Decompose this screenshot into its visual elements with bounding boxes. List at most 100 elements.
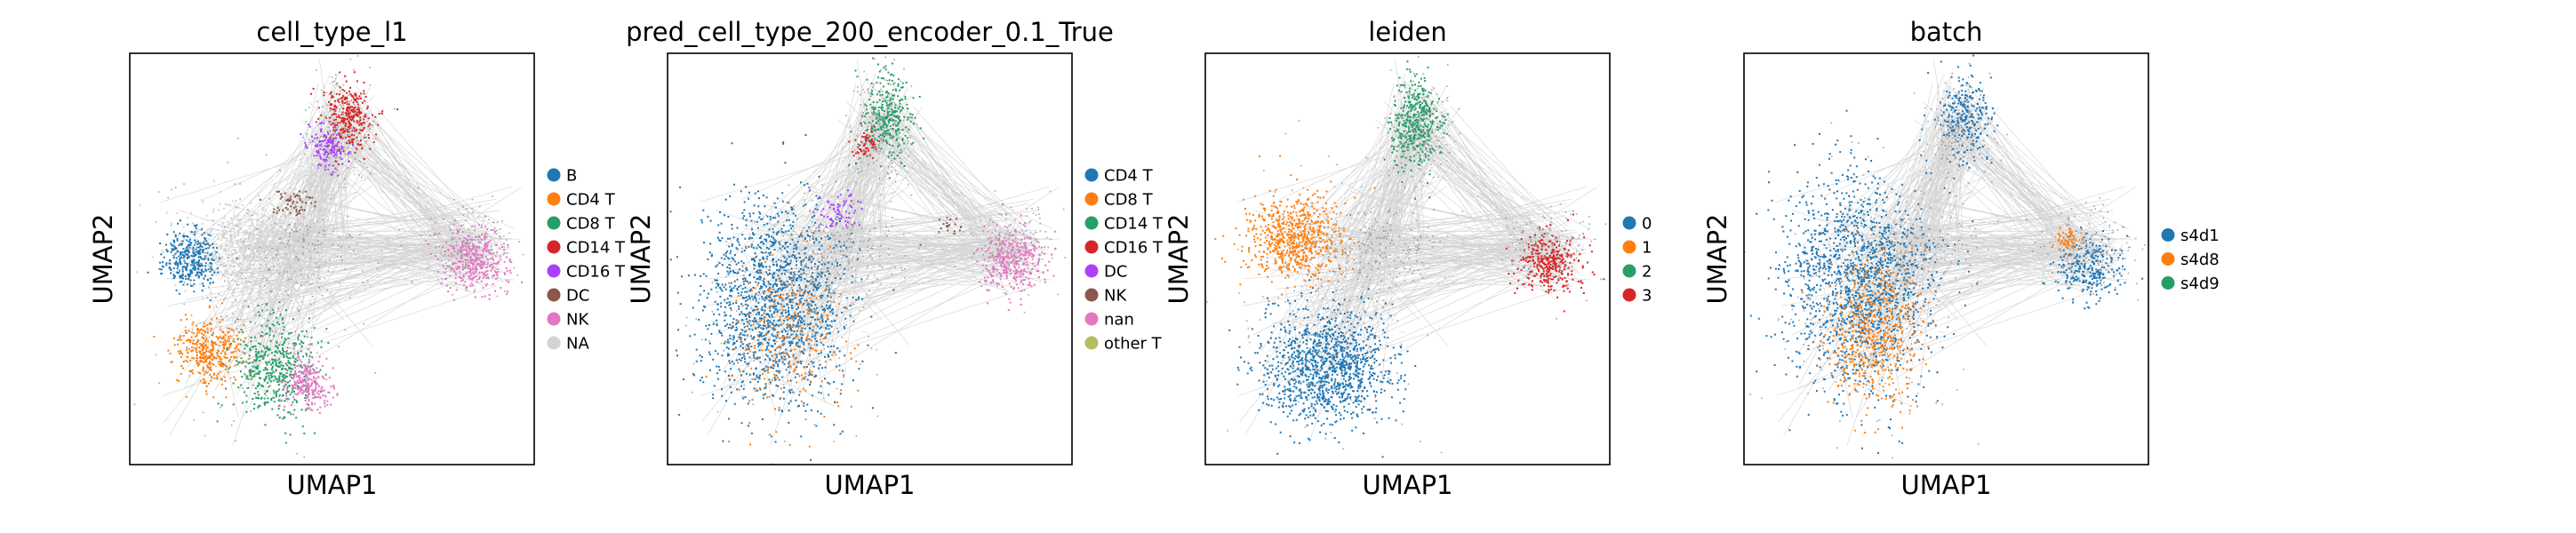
umap-panel-3: leiden UMAP1 UMAP2 0 1 2 3: [1164, 17, 1652, 500]
legend-item: CD4 T: [547, 191, 616, 210]
point-cloud-dc: [808, 187, 863, 229]
panel-title: batch: [1910, 17, 1983, 47]
legend-item: B: [547, 167, 577, 186]
legend-marker: [547, 288, 561, 302]
point-cloud-nan: [975, 203, 1056, 311]
legend-marker: [1084, 264, 1099, 278]
legend-marker: [1084, 168, 1099, 182]
legend-label: NA: [566, 335, 589, 354]
background-points: [1744, 62, 2146, 459]
x-axis-label: UMAP1: [1900, 470, 1991, 500]
legend-item: 1: [1622, 239, 1652, 258]
legend-marker: [1622, 240, 1636, 254]
legend-label: CD16 T: [566, 263, 626, 282]
plot-area: [133, 55, 524, 465]
legend-marker: [1084, 240, 1099, 254]
plot-area: [668, 56, 1072, 465]
legend-item: NK: [1084, 287, 1127, 306]
point-cloud-s4d1: [2042, 226, 2144, 310]
legend-marker: [1084, 288, 1099, 302]
legend-label: CD8 T: [1104, 191, 1154, 210]
legend-item: CD8 T: [547, 215, 616, 234]
legend-marker: [1084, 192, 1099, 206]
legend-marker: [547, 168, 561, 182]
legend-marker: [547, 240, 561, 254]
legend-item: other T: [1084, 335, 1163, 354]
legend-label: NK: [1104, 287, 1127, 306]
legend-item: 3: [1622, 287, 1652, 306]
umap-panel-2: pred_cell_type_200_encoder_0.1_True UMAP1…: [626, 17, 1164, 500]
legend-marker: [547, 336, 561, 350]
knn-edges: [699, 59, 1060, 446]
legend-label: s4d1: [2180, 227, 2220, 245]
axes-frame: [1743, 52, 2149, 465]
legend-label: 3: [1642, 287, 1652, 306]
legend-item: nan: [1084, 311, 1134, 330]
legend-marker: [547, 216, 561, 230]
point-cloud-3: [1505, 213, 1605, 313]
legend: 0 1 2 3: [1622, 215, 1652, 306]
legend-item: 2: [1622, 263, 1652, 282]
x-axis-label: UMAP1: [1362, 470, 1452, 500]
umap-panel-1: cell_type_l1 UMAP1 UMAP2 B CD4 T CD8 T CD14 T C…: [88, 17, 626, 500]
legend-item: CD16 T: [1084, 239, 1164, 258]
panel-title: pred_cell_type_200_encoder_0.1_True: [626, 17, 1114, 47]
point-cloud-dc: [259, 190, 316, 217]
legend: CD4 T CD8 T CD14 T CD16 T DC NK nan other T: [1084, 167, 1164, 354]
legend: B CD4 T CD8 T CD14 T CD16 T DC NK NA: [547, 167, 626, 354]
legend-label: s4d8: [2180, 251, 2220, 269]
point-cloud-1: [1214, 155, 1376, 302]
legend-item: CD8 T: [1084, 191, 1154, 210]
legend-item: 0: [1622, 215, 1652, 234]
legend-label: 0: [1642, 215, 1652, 234]
point-cloud-cd4-t: [153, 302, 264, 399]
knn-edges: [1775, 59, 2136, 446]
legend-label: CD4 T: [1104, 167, 1154, 186]
legend-marker: [2161, 276, 2175, 290]
point-cloud-s4d1: [1749, 109, 1979, 454]
legend-marker: [2161, 252, 2175, 266]
point-cloud-na: [289, 144, 356, 215]
legend-label: 2: [1642, 263, 1652, 282]
legend-label: CD4 T: [566, 191, 616, 210]
point-cloud-b: [147, 219, 238, 302]
y-axis-label: UMAP2: [1702, 213, 1732, 304]
axes-frame: [667, 52, 1073, 465]
knn-edges: [1236, 59, 1597, 446]
legend-marker: [1084, 336, 1099, 350]
legend-label: CD8 T: [566, 215, 616, 234]
legend-marker: [547, 192, 561, 206]
point-cloud-0: [1228, 267, 1417, 458]
legend-label: CD16 T: [1104, 239, 1164, 258]
legend-marker: [1084, 312, 1099, 326]
point-cloud-cd14-t: [850, 57, 924, 179]
legend-marker: [1084, 216, 1099, 230]
panel-title: cell_type_l1: [256, 17, 407, 47]
y-axis-label: UMAP2: [626, 213, 656, 304]
plot-area: [1744, 54, 2146, 459]
point-cloud-cd16-t: [848, 122, 881, 159]
point-cloud-s4d1: [1927, 54, 1999, 179]
point-cloud-s4d8: [2051, 218, 2085, 257]
legend-item: s4d1: [2161, 227, 2220, 245]
legend-label: CD14 T: [566, 239, 626, 258]
legend-label: DC: [1104, 263, 1127, 282]
legend-label: DC: [566, 287, 589, 306]
legend-label: other T: [1104, 335, 1163, 354]
point-cloud-s4d8: [1801, 229, 1934, 434]
legend-label: CD14 T: [1104, 215, 1164, 234]
legend-label: 1: [1642, 239, 1652, 258]
axes-frame: [1204, 52, 1611, 465]
legend-item: NA: [547, 335, 589, 354]
y-axis-label: UMAP2: [1164, 213, 1194, 304]
legend-marker: [547, 312, 561, 326]
legend-item: CD14 T: [547, 239, 626, 258]
legend-item: DC: [547, 287, 589, 306]
legend-item: CD4 T: [1084, 167, 1154, 186]
legend-item: CD14 T: [1084, 215, 1164, 234]
legend-marker: [1622, 288, 1636, 302]
legend-item: NK: [547, 311, 589, 330]
plot-area: [1206, 56, 1610, 458]
